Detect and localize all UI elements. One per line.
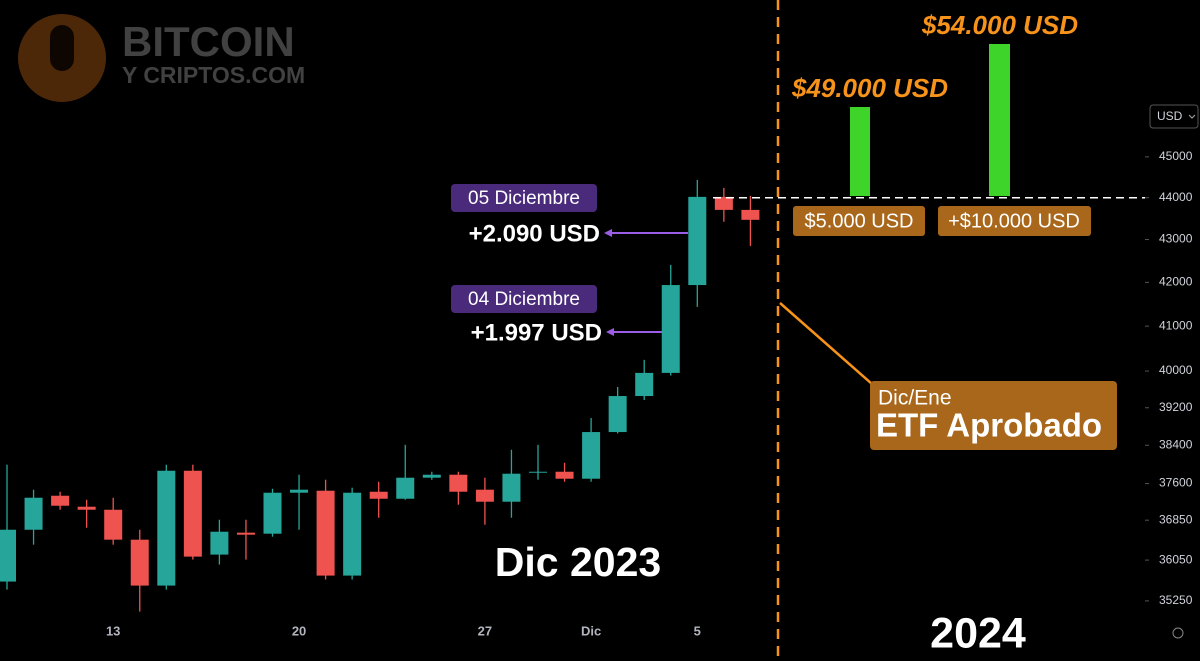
- y-tick-label: 41000: [1159, 318, 1193, 332]
- dropdown-chevron[interactable]: [1188, 114, 1196, 119]
- x-tick-label: 20: [292, 623, 306, 638]
- y-tick-label: 40000: [1159, 363, 1193, 377]
- plot: 35250 36050 36850 37600 38400 39200 40000 41000…: [0, 149, 1193, 638]
- y-tick-label: 36050: [1159, 552, 1193, 566]
- candle-body: [475, 489, 494, 502]
- candle-body: [104, 509, 123, 540]
- candle-body: [529, 471, 547, 473]
- candle-body: [608, 396, 627, 433]
- date-label: 04 Diciembre: [468, 289, 580, 310]
- candle-body: [263, 492, 282, 534]
- candle-body: [290, 489, 309, 493]
- etf-pointer: [779, 302, 873, 385]
- year-label: 2024: [930, 609, 1026, 657]
- candle-body: [714, 196, 733, 210]
- y-tick-label: 44000: [1159, 190, 1193, 204]
- candle-body: [502, 473, 521, 502]
- candle-body: [449, 474, 468, 492]
- x-tick-label: 5: [694, 623, 701, 638]
- candle-body: [635, 372, 654, 397]
- period-label: Dic 2023: [495, 539, 661, 585]
- gain-box: [938, 206, 1091, 236]
- candle-body: [582, 432, 601, 479]
- candle-body: [51, 495, 70, 506]
- logo-title: BITCOIN: [122, 18, 295, 65]
- y-tick-label: 43000: [1159, 232, 1193, 246]
- y-tick-label: 39200: [1159, 400, 1193, 414]
- candle-body: [210, 531, 229, 555]
- candle-body: [396, 477, 415, 499]
- target-label: $54.000 USD: [921, 10, 1078, 40]
- candle-body: [741, 209, 760, 220]
- candle-body: [688, 196, 707, 286]
- candle-body: [77, 506, 96, 510]
- target-label: $49.000 USD: [791, 73, 948, 103]
- logo-subtitle: Y CRIPTOS.COM: [122, 62, 305, 88]
- y-tick-label: 42000: [1159, 275, 1193, 289]
- settings-icon[interactable]: [1172, 627, 1184, 639]
- candle-body: [343, 492, 362, 576]
- candle-body: [130, 539, 149, 586]
- date-label: 05 Diciembre: [468, 188, 580, 209]
- date-tag: [451, 184, 597, 212]
- candle-body: [183, 470, 202, 557]
- candle-body: [369, 491, 388, 499]
- gain-label: $5.000 USD: [805, 210, 914, 232]
- currency-label[interactable]: USD: [1157, 109, 1183, 123]
- gain-label: +$10.000 USD: [948, 210, 1080, 232]
- target-bar: [850, 107, 870, 196]
- candle-body: [157, 470, 176, 586]
- arrow-head: [604, 229, 612, 237]
- y-tick-label: 38400: [1159, 437, 1193, 451]
- etf-event: ETF Aprobado: [876, 407, 1102, 444]
- y-tick-label: 35250: [1159, 593, 1193, 607]
- etf-box: [870, 381, 1117, 450]
- date-tag: [451, 285, 597, 313]
- arrow-head: [606, 328, 614, 336]
- candle-body: [555, 471, 574, 479]
- x-tick-label: 13: [106, 623, 120, 638]
- target-bar: [989, 44, 1010, 196]
- candle-body: [316, 490, 335, 576]
- y-tick-label: 36850: [1159, 512, 1193, 526]
- candle-body: [422, 474, 441, 478]
- logo: BITCOIN Y CRIPTOS.COM: [18, 14, 305, 102]
- currency-button[interactable]: [1149, 104, 1199, 129]
- x-tick-label: 27: [478, 623, 492, 638]
- y-tick-label: 37600: [1159, 476, 1193, 490]
- logo-mic: [50, 25, 74, 71]
- y-tick-label: 45000: [1159, 149, 1193, 163]
- x-tick-label: Dic: [581, 623, 601, 638]
- candle-body: [661, 285, 680, 373]
- change-label: +2.090 USD: [469, 220, 600, 247]
- change-label: +1.997 USD: [471, 319, 602, 346]
- candle-body: [24, 497, 43, 530]
- gain-box: [793, 206, 925, 236]
- candle-body: [236, 532, 255, 535]
- etf-when: Dic/Ene: [878, 387, 952, 410]
- candle-body: [0, 529, 16, 582]
